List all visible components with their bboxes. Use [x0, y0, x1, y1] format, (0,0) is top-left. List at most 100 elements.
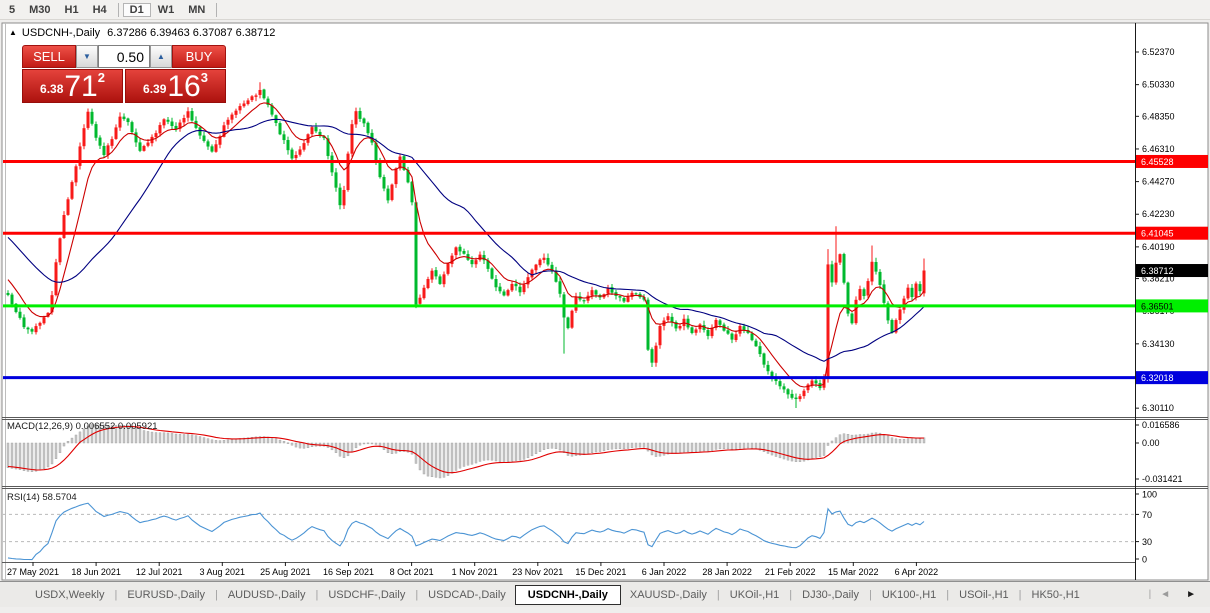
tab-separator: |: [315, 588, 319, 601]
buy-price-superscript: 3: [200, 70, 208, 85]
toolbar-separator: [216, 2, 218, 17]
svg-text:16 Sep 2021: 16 Sep 2021: [323, 567, 374, 577]
timeframe-button-d1[interactable]: D1: [122, 2, 151, 17]
toolbar-separator: [117, 2, 119, 17]
svg-text:6.34130: 6.34130: [1142, 339, 1175, 349]
chart-tab-usdcad-daily[interactable]: USDCAD-,Daily: [428, 588, 506, 601]
sell-price-box[interactable]: 6.38 71 2: [22, 69, 123, 103]
chart-tab-usdchf-daily[interactable]: USDCHF-,Daily: [328, 588, 406, 601]
rsi-value: 58.5704: [42, 492, 77, 503]
chart-tab-uk100-h1[interactable]: UK100-,H1: [881, 588, 937, 601]
timeframe-button-5[interactable]: 5: [9, 3, 16, 16]
scroll-tabs-right-icon[interactable]: ►: [1186, 589, 1196, 600]
sell-price-small: 6.38: [40, 82, 64, 96]
sell-button[interactable]: SELL: [22, 45, 76, 68]
sell-price-superscript: 2: [97, 70, 105, 85]
chart-tab-audusd-daily[interactable]: AUDUSD-,Daily: [227, 588, 306, 601]
chart-tab-dj30-daily[interactable]: DJ30-,Daily: [802, 588, 859, 601]
svg-text:70: 70: [1142, 510, 1152, 520]
candlestick-series: [6, 82, 926, 408]
volume-increase-button[interactable]: ▲: [150, 45, 172, 68]
tab-scroll-controls: | ◄ ►: [1148, 589, 1204, 600]
chart-window-frame: [1, 22, 1209, 581]
svg-text:-0.031421: -0.031421: [1142, 474, 1183, 484]
volume-input[interactable]: [98, 45, 150, 68]
tab-separator: |: [214, 588, 218, 601]
chart-tab-eurusd-daily[interactable]: EURUSD-,Daily: [127, 588, 205, 601]
timeframe-button-w1[interactable]: W1: [157, 3, 175, 16]
svg-text:8 Oct 2021: 8 Oct 2021: [390, 567, 434, 577]
timeframe-button-m30[interactable]: M30: [29, 3, 51, 16]
svg-text:6 Jan 2022: 6 Jan 2022: [642, 567, 687, 577]
tab-separator: |: [1148, 589, 1152, 600]
tab-separator: |: [114, 588, 118, 601]
svg-text:6.30110: 6.30110: [1142, 403, 1174, 413]
macd-signal-line: [7, 425, 925, 474]
macd-axis-labels: 0.016586 0.00 -0.031421: [1135, 420, 1183, 484]
chart-symbol-label: USDCNH-,Daily: [21, 27, 101, 39]
rsi-indicator-label: RSI(14) 58.5704: [7, 492, 77, 503]
svg-text:0.016586: 0.016586: [1142, 420, 1180, 430]
svg-text:6.40190: 6.40190: [1142, 242, 1175, 252]
buy-button[interactable]: BUY: [172, 45, 226, 68]
svg-text:1 Nov 2021: 1 Nov 2021: [452, 567, 498, 577]
svg-text:6.32018: 6.32018: [1141, 373, 1174, 383]
svg-text:6.48350: 6.48350: [1142, 111, 1175, 121]
svg-text:18 Jun 2021: 18 Jun 2021: [71, 567, 121, 577]
chart-tab-usdx-weekly[interactable]: USDX,Weekly: [35, 588, 105, 601]
tab-separator: |: [789, 588, 793, 601]
svg-text:3 Aug 2021: 3 Aug 2021: [200, 567, 246, 577]
svg-text:6.38210: 6.38210: [1142, 274, 1175, 284]
rsi-name: RSI(14): [7, 492, 40, 503]
svg-text:6.50330: 6.50330: [1142, 80, 1175, 90]
tab-separator: |: [1018, 588, 1022, 601]
svg-text:100: 100: [1142, 490, 1157, 500]
svg-text:6.45528: 6.45528: [1141, 157, 1174, 167]
chart-title: ▲ USDCNH-,Daily 6.37286 6.39463 6.37087 6.…: [9, 27, 275, 39]
tab-separator: |: [415, 588, 419, 601]
chart-tab-usoil-h1[interactable]: USOil-,H1: [959, 588, 1009, 601]
svg-text:6 Apr 2022: 6 Apr 2022: [895, 567, 939, 577]
svg-text:28 Jan 2022: 28 Jan 2022: [702, 567, 752, 577]
price-tag: 6.36501: [1136, 299, 1208, 313]
svg-text:12 Jul 2021: 12 Jul 2021: [136, 567, 183, 577]
svg-text:0: 0: [1142, 555, 1147, 565]
ma-fast-line: [7, 102, 925, 388]
buy-price-small: 6.39: [143, 82, 167, 96]
svg-text:6.52370: 6.52370: [1142, 47, 1175, 57]
svg-text:6.44270: 6.44270: [1142, 177, 1175, 187]
svg-text:6.38712: 6.38712: [1141, 266, 1174, 276]
svg-text:6.41045: 6.41045: [1141, 229, 1174, 239]
chart-tab-ukoil-h1[interactable]: UKOil-,H1: [729, 588, 780, 601]
chart-ohlc-values: 6.37286 6.39463 6.37087 6.38712: [107, 27, 276, 39]
timeframe-button-mn[interactable]: MN: [188, 3, 206, 16]
timeframe-toolbar: 5 M30 H1 H4 D1 W1 MN: [0, 0, 1210, 20]
rsi-line: [7, 502, 925, 561]
macd-values: 0.006552 0.005921: [75, 421, 158, 432]
ma-slow-line: [7, 118, 925, 362]
svg-text:0.00: 0.00: [1142, 438, 1160, 448]
buy-price-box[interactable]: 6.39 16 3: [125, 69, 226, 103]
price-tag: 6.45528: [1136, 154, 1208, 168]
svg-text:15 Dec 2021: 15 Dec 2021: [575, 567, 626, 577]
volume-decrease-button[interactable]: ▼: [76, 45, 98, 68]
tab-separator: |: [868, 588, 872, 601]
price-tag: 6.41045: [1136, 226, 1208, 240]
chart-tab-usdcnh-daily[interactable]: USDCNH-,Daily: [514, 584, 621, 605]
timeframe-button-h4[interactable]: H4: [92, 3, 107, 16]
scroll-tabs-left-icon[interactable]: ◄: [1160, 589, 1171, 600]
chart-tab-xauusd-daily[interactable]: XAUUSD-,Daily: [629, 588, 707, 601]
svg-text:25 Aug 2021: 25 Aug 2021: [260, 567, 311, 577]
date-axis: 27 May 2021 18 Jun 2021 12 Jul 2021 3 Aug 2…: [7, 562, 938, 577]
chart-tab-hk50-h1[interactable]: HK50-,H1: [1031, 588, 1080, 601]
chart-tabs-bar: USDX,Weekly | EURUSD-,Daily | AUDUSD-,Daily |…: [0, 581, 1210, 607]
collapse-panel-icon[interactable]: ▲: [9, 28, 17, 37]
svg-text:6.46310: 6.46310: [1142, 144, 1175, 154]
rsi-panel: [3, 502, 1135, 561]
svg-text:21 Feb 2022: 21 Feb 2022: [765, 567, 816, 577]
tab-separator: |: [946, 588, 950, 601]
timeframe-button-h1[interactable]: H1: [64, 3, 79, 16]
svg-text:30: 30: [1142, 537, 1152, 547]
tab-separator: |: [716, 588, 720, 601]
